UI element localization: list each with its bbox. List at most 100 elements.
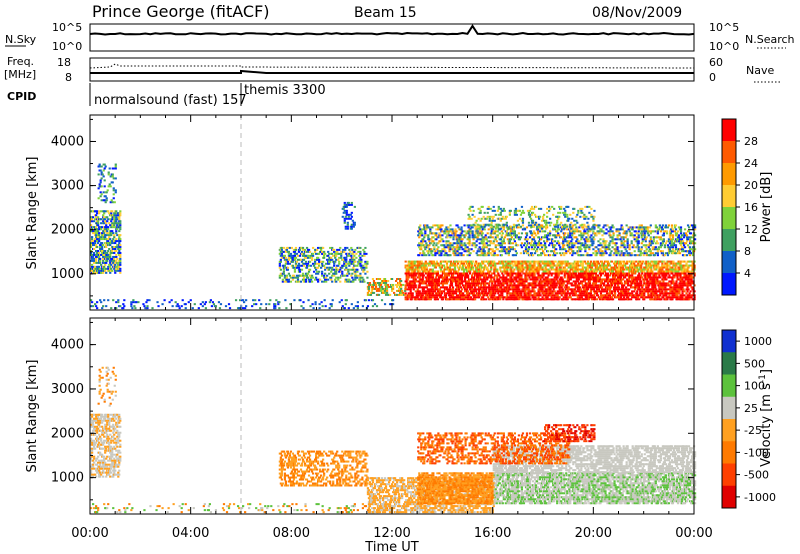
- echo-cell: [99, 195, 102, 198]
- echo-cell: [439, 268, 443, 271]
- echo-cell: [570, 274, 573, 277]
- echo-cell: [380, 285, 384, 288]
- echo-cell: [91, 240, 94, 243]
- echo-cell: [279, 268, 282, 271]
- echo-cell: [449, 260, 453, 263]
- echo-cell: [506, 284, 509, 287]
- echo-cell: [636, 286, 639, 289]
- echo-cell: [414, 286, 417, 289]
- echo-cell: [459, 298, 463, 301]
- echo-cell: [520, 276, 523, 279]
- echo-cell: [439, 296, 443, 299]
- echo-cell: [92, 230, 95, 233]
- echo-cell: [532, 288, 535, 291]
- echo-cell: [371, 305, 375, 308]
- echo-cell: [658, 272, 661, 275]
- echo-cell: [522, 280, 525, 283]
- echo-cell: [615, 266, 619, 269]
- echo-cell: [448, 296, 452, 299]
- echo-cell: [557, 274, 560, 277]
- echo-cell: [637, 264, 640, 267]
- echo-cell: [647, 268, 650, 271]
- echo-cell: [354, 305, 357, 308]
- echo-cell: [274, 307, 277, 310]
- echo-cell: [650, 264, 653, 267]
- echo-cell: [671, 276, 674, 279]
- echo-cell: [331, 268, 334, 271]
- echo-cell: [690, 278, 693, 281]
- echo-cell: [576, 266, 579, 269]
- echo-cell: [527, 274, 530, 277]
- echo-cell: [252, 299, 255, 302]
- echo-cell: [387, 285, 391, 288]
- echo-cell: [620, 270, 623, 273]
- echo-cell: [321, 250, 324, 253]
- echo-cell: [602, 288, 606, 291]
- echo-cell: [115, 240, 118, 243]
- echo-cell: [417, 274, 420, 277]
- echo-cell: [424, 272, 427, 275]
- echo-cell: [402, 283, 405, 286]
- echo-cell: [543, 282, 546, 285]
- echo-cell: [680, 270, 683, 273]
- echo-cell: [327, 254, 330, 257]
- echo-cell: [551, 272, 554, 275]
- echo-cell: [413, 272, 416, 275]
- echo-cell: [667, 276, 670, 279]
- echo-cell: [413, 260, 416, 263]
- echo-cell: [572, 280, 575, 283]
- echo-cell: [646, 288, 649, 291]
- echo-cell: [589, 286, 593, 289]
- echo-cell: [652, 272, 655, 275]
- echo-cell: [285, 248, 288, 251]
- echo-cell: [296, 254, 300, 257]
- echo-cell: [99, 299, 102, 302]
- echo-cell: [381, 287, 385, 290]
- echo-cell: [291, 276, 295, 279]
- echo-cell: [678, 290, 681, 293]
- echo-cell: [90, 246, 93, 249]
- echo-cell: [115, 307, 118, 310]
- echo-cell: [293, 250, 297, 253]
- echo-cell: [348, 264, 351, 267]
- echo-cell: [560, 286, 563, 289]
- echo-cell: [666, 264, 669, 267]
- echo-cell: [542, 292, 545, 295]
- echo-cell: [340, 252, 343, 255]
- echo-cell: [201, 305, 204, 308]
- echo-cell: [317, 256, 320, 259]
- echo-cell: [361, 276, 364, 279]
- echo-cell: [450, 264, 454, 267]
- echo-cell: [528, 284, 531, 287]
- echo-cell: [442, 270, 446, 273]
- echo-cell: [458, 264, 462, 267]
- echo-cell: [326, 274, 329, 277]
- echo-cell: [528, 296, 531, 299]
- echo-cell: [399, 278, 402, 280]
- echo-cell: [330, 256, 333, 259]
- echo-cell: [98, 234, 101, 237]
- echo-cell: [502, 274, 505, 277]
- echo-cell: [641, 276, 644, 279]
- echo-cell: [461, 260, 465, 263]
- echo-cell: [581, 262, 584, 265]
- noise-left-tick-bottom: 10^0: [52, 40, 82, 53]
- echo-cell: [466, 296, 470, 299]
- echo-cell: [533, 298, 536, 301]
- echo-cell: [634, 294, 637, 297]
- echo-cell: [513, 294, 516, 297]
- echo-cell: [592, 262, 596, 265]
- echo-cell: [610, 296, 614, 299]
- echo-cell: [676, 298, 679, 301]
- echo-cell: [483, 274, 486, 277]
- echo-cell: [530, 266, 533, 269]
- echo-cell: [466, 264, 470, 267]
- echo-cell: [111, 175, 114, 178]
- echo-cell: [472, 260, 475, 263]
- echo-cell: [500, 276, 503, 279]
- echo-cell: [329, 266, 332, 269]
- echo-cell: [623, 260, 626, 263]
- echo-cell: [94, 242, 97, 245]
- echo-cell: [455, 278, 459, 281]
- echo-cell: [116, 228, 119, 231]
